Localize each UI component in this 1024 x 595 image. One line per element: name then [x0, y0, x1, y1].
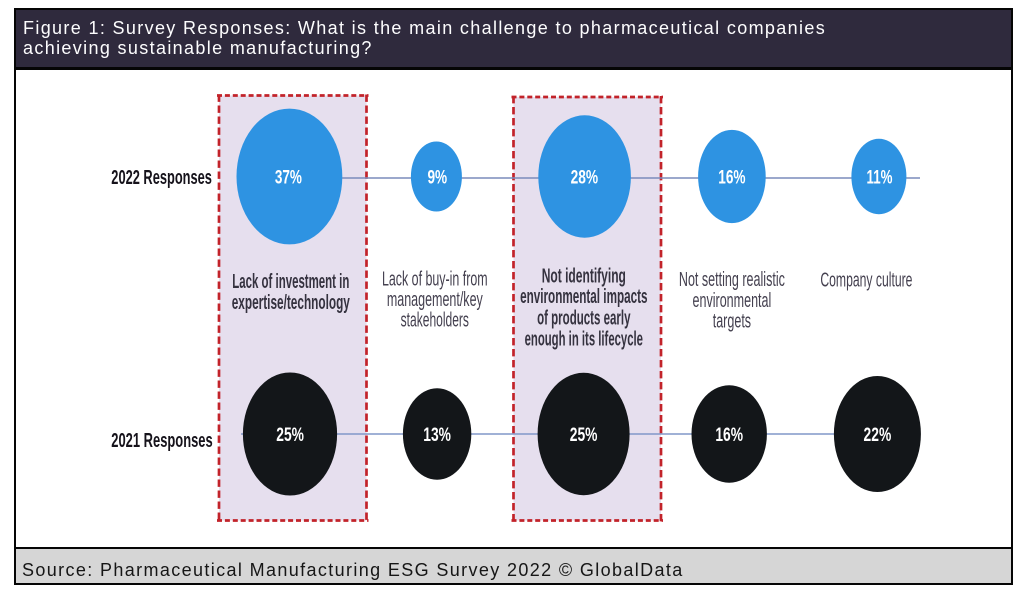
- svg-text:expertise/technology: expertise/technology: [232, 292, 351, 314]
- svg-text:Lack of investment in: Lack of investment in: [232, 271, 349, 293]
- svg-text:of products early: of products early: [537, 307, 630, 329]
- svg-text:28%: 28%: [571, 166, 599, 188]
- svg-text:16%: 16%: [718, 166, 746, 188]
- svg-text:25%: 25%: [276, 424, 304, 446]
- svg-text:Not setting realistic: Not setting realistic: [679, 268, 785, 291]
- svg-text:22%: 22%: [864, 424, 892, 446]
- svg-text:9%: 9%: [427, 166, 447, 188]
- svg-text:13%: 13%: [423, 424, 451, 446]
- svg-text:targets: targets: [713, 310, 751, 333]
- svg-text:environmental: environmental: [693, 289, 772, 312]
- svg-text:environmental impacts: environmental impacts: [520, 286, 647, 308]
- svg-text:16%: 16%: [715, 424, 743, 446]
- svg-text:2021 Responses: 2021 Responses: [111, 429, 212, 452]
- svg-text:enough in its lifecycle: enough in its lifecycle: [525, 328, 643, 350]
- svg-text:25%: 25%: [570, 424, 598, 446]
- svg-text:Company culture: Company culture: [820, 269, 912, 292]
- svg-text:Lack of buy-in from: Lack of buy-in from: [382, 267, 488, 290]
- svg-text:management/key: management/key: [387, 288, 483, 311]
- svg-text:11%: 11%: [867, 167, 893, 188]
- svg-text:stakeholders: stakeholders: [401, 309, 469, 331]
- svg-text:Not identifying: Not identifying: [542, 265, 626, 287]
- svg-text:2022 Responses: 2022 Responses: [111, 166, 212, 189]
- svg-text:37%: 37%: [275, 167, 302, 188]
